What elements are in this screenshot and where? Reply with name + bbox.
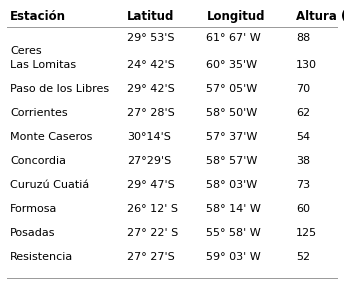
Text: 27° 28'S: 27° 28'S (127, 108, 175, 118)
Text: 60° 35'W: 60° 35'W (206, 60, 258, 70)
Text: 58° 03'W: 58° 03'W (206, 180, 258, 190)
Text: Posadas: Posadas (10, 228, 56, 238)
Text: Curuzú Cuatiá: Curuzú Cuatiá (10, 180, 89, 190)
Text: 29° 42'S: 29° 42'S (127, 84, 175, 94)
Text: Corrientes: Corrientes (10, 108, 68, 118)
Text: 27°29'S: 27°29'S (127, 156, 172, 166)
Text: Paso de los Libres: Paso de los Libres (10, 84, 109, 94)
Text: Altura (m): Altura (m) (296, 10, 344, 23)
Text: 26° 12' S: 26° 12' S (127, 204, 178, 214)
Text: 59° 03' W: 59° 03' W (206, 252, 261, 262)
Text: Longitud: Longitud (206, 10, 265, 23)
Text: 60: 60 (296, 204, 310, 214)
Text: 52: 52 (296, 252, 310, 262)
Text: 58° 57'W: 58° 57'W (206, 156, 258, 166)
Text: 58° 50'W: 58° 50'W (206, 108, 258, 118)
Text: Monte Caseros: Monte Caseros (10, 132, 93, 142)
Text: Latitud: Latitud (127, 10, 175, 23)
Text: 29° 53'S: 29° 53'S (127, 33, 175, 43)
Text: 38: 38 (296, 156, 310, 166)
Text: Concordia: Concordia (10, 156, 66, 166)
Text: Estación: Estación (10, 10, 66, 23)
Text: 30°14'S: 30°14'S (127, 132, 171, 142)
Text: 27° 27'S: 27° 27'S (127, 252, 175, 262)
Text: 54: 54 (296, 132, 310, 142)
Text: 29° 47'S: 29° 47'S (127, 180, 175, 190)
Text: 70: 70 (296, 84, 310, 94)
Text: 58° 14' W: 58° 14' W (206, 204, 261, 214)
Text: 55° 58' W: 55° 58' W (206, 228, 261, 238)
Text: 130: 130 (296, 60, 317, 70)
Text: 57° 05'W: 57° 05'W (206, 84, 258, 94)
Text: Las Lomitas: Las Lomitas (10, 60, 76, 70)
Text: Ceres: Ceres (10, 46, 42, 56)
Text: 61° 67' W: 61° 67' W (206, 33, 261, 43)
Text: 27° 22' S: 27° 22' S (127, 228, 179, 238)
Text: 24° 42'S: 24° 42'S (127, 60, 175, 70)
Text: Formosa: Formosa (10, 204, 58, 214)
Text: 57° 37'W: 57° 37'W (206, 132, 258, 142)
Text: 88: 88 (296, 33, 310, 43)
Text: 73: 73 (296, 180, 310, 190)
Text: 125: 125 (296, 228, 317, 238)
Text: Resistencia: Resistencia (10, 252, 74, 262)
Text: 62: 62 (296, 108, 310, 118)
